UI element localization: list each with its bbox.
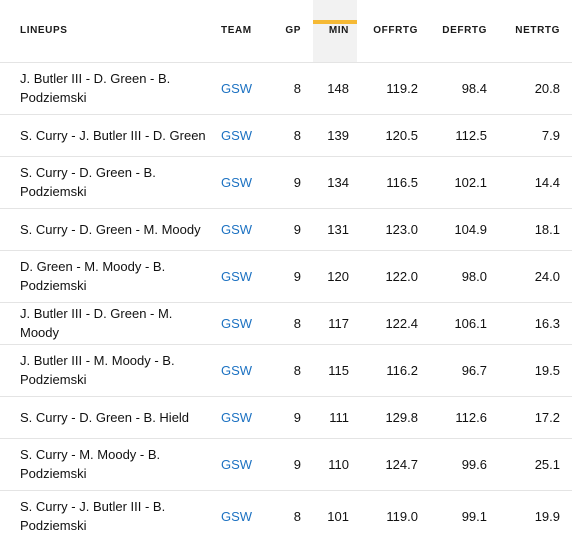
gp-cell: 8 [269,489,313,542]
header-lineups[interactable]: LINEUPS [20,25,68,37]
min-cell: 131 [313,207,357,250]
lineup-cell: S. Curry - D. Green - B. Hield [0,395,219,438]
sort-indicator [313,20,357,24]
offrtg-cell: 124.7 [357,437,430,490]
min-cell: 115 [313,343,357,396]
team-link[interactable]: GSW [219,343,269,396]
lineup-cell: J. Butler III - D. Green - M. Moody [0,301,219,344]
netrtg-cell: 7.9 [499,113,572,156]
lineup-cell: S. Curry - M. Moody - B. Podziemski [0,437,219,490]
lineup-cell: S. Curry - D. Green - B. Podziemski [0,155,219,208]
team-link[interactable]: GSW [219,207,269,250]
min-cell: 117 [313,301,357,344]
gp-cell: 9 [269,395,313,438]
offrtg-cell: 120.5 [357,113,430,156]
header-gp[interactable]: GP [285,25,301,37]
team-link[interactable]: GSW [219,249,269,302]
offrtg-cell: 119.2 [357,61,430,114]
table-header-row: LINEUPS TEAM GP MIN OFFRTG DEFRTG NETRTG [0,0,572,62]
offrtg-cell: 119.0 [357,489,430,542]
offrtg-cell: 123.0 [357,207,430,250]
defrtg-cell: 99.1 [430,489,499,542]
table-row: S. Curry - J. Butler III - B. Podziemski… [0,489,572,542]
defrtg-cell: 98.4 [430,61,499,114]
offrtg-cell: 129.8 [357,395,430,438]
gp-cell: 9 [269,207,313,250]
table-row: D. Green - M. Moody - B. Podziemski GSW 9 1… [0,249,572,302]
table-row: S. Curry - J. Butler III - D. Green GSW 8 1… [0,113,572,156]
defrtg-cell: 102.1 [430,155,499,208]
team-link[interactable]: GSW [219,489,269,542]
min-cell: 110 [313,437,357,490]
team-link[interactable]: GSW [219,437,269,490]
team-link[interactable]: GSW [219,395,269,438]
netrtg-cell: 17.2 [499,395,572,438]
netrtg-cell: 20.8 [499,61,572,114]
table-body: J. Butler III - D. Green - B. Podziemski… [0,61,572,542]
min-cell: 134 [313,155,357,208]
header-defrtg[interactable]: DEFRTG [442,25,487,37]
lineup-cell: D. Green - M. Moody - B. Podziemski [0,249,219,302]
min-cell: 148 [313,61,357,114]
defrtg-cell: 112.5 [430,113,499,156]
offrtg-cell: 116.5 [357,155,430,208]
team-link[interactable]: GSW [219,301,269,344]
netrtg-cell: 19.5 [499,343,572,396]
lineup-cell: S. Curry - J. Butler III - B. Podziemski [0,489,219,542]
netrtg-cell: 19.9 [499,489,572,542]
gp-cell: 8 [269,343,313,396]
netrtg-cell: 16.3 [499,301,572,344]
gp-cell: 8 [269,113,313,156]
defrtg-cell: 104.9 [430,207,499,250]
lineup-cell: S. Curry - D. Green - M. Moody [0,207,219,250]
netrtg-cell: 25.1 [499,437,572,490]
netrtg-cell: 18.1 [499,207,572,250]
table-row: S. Curry - D. Green - B. Hield GSW 9 111 129… [0,395,572,438]
table-row: S. Curry - M. Moody - B. Podziemski GSW 9 1… [0,437,572,490]
gp-cell: 8 [269,61,313,114]
header-offrtg[interactable]: OFFRTG [373,25,418,37]
lineup-cell: J. Butler III - D. Green - B. Podziemski [0,61,219,114]
netrtg-cell: 24.0 [499,249,572,302]
team-link[interactable]: GSW [219,155,269,208]
min-cell: 101 [313,489,357,542]
lineup-cell: J. Butler III - M. Moody - B. Podziemski [0,343,219,396]
defrtg-cell: 99.6 [430,437,499,490]
table-row: S. Curry - D. Green - B. Podziemski GSW 9 1… [0,155,572,208]
header-min-label: MIN [328,25,349,37]
offrtg-cell: 122.0 [357,249,430,302]
header-min[interactable]: MIN [313,0,357,62]
gp-cell: 9 [269,155,313,208]
offrtg-cell: 116.2 [357,343,430,396]
gp-cell: 9 [269,437,313,490]
team-link[interactable]: GSW [219,113,269,156]
defrtg-cell: 112.6 [430,395,499,438]
table-row: S. Curry - D. Green - M. Moody GSW 9 131 123… [0,207,572,250]
gp-cell: 8 [269,301,313,344]
defrtg-cell: 106.1 [430,301,499,344]
header-netrtg[interactable]: NETRTG [515,25,560,37]
defrtg-cell: 96.7 [430,343,499,396]
header-team[interactable]: TEAM [221,25,252,37]
table-row: J. Butler III - D. Green - M. Moody GSW 8 1… [0,301,572,344]
offrtg-cell: 122.4 [357,301,430,344]
table-row: J. Butler III - D. Green - B. Podziemski… [0,61,572,114]
min-cell: 111 [313,395,357,438]
table-row: J. Butler III - M. Moody - B. Podziemski… [0,343,572,396]
min-cell: 120 [313,249,357,302]
lineup-cell: S. Curry - J. Butler III - D. Green [0,113,219,156]
min-cell: 139 [313,113,357,156]
team-link[interactable]: GSW [219,61,269,114]
defrtg-cell: 98.0 [430,249,499,302]
gp-cell: 9 [269,249,313,302]
netrtg-cell: 14.4 [499,155,572,208]
